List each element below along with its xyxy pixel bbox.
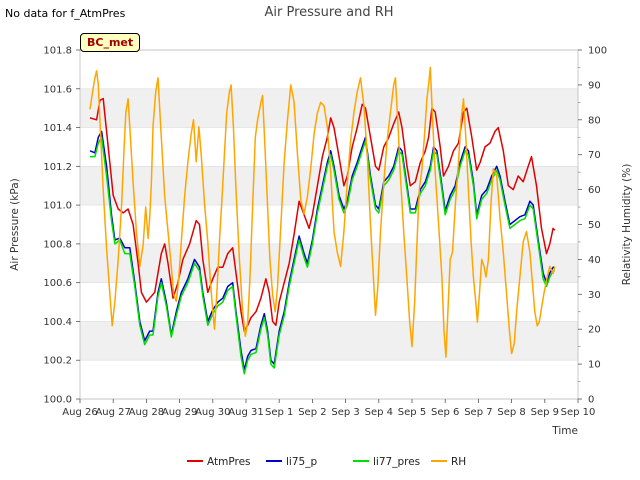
x-tick-label: Sep 5: [398, 407, 426, 418]
legend-label-atmpres: AtmPres: [207, 456, 251, 468]
y-tick-label: 101.4: [43, 123, 72, 134]
y2-tick-label: 30: [588, 290, 601, 301]
x-tick-label: Sep 7: [464, 407, 492, 418]
y-tick-label: 100.0: [43, 395, 72, 406]
no-data-annotation: No data for f_AtmPres: [5, 7, 126, 20]
chart-title: Air Pressure and RH: [264, 5, 393, 20]
x-tick-label: Sep 4: [365, 407, 393, 418]
y2-tick-label: 10: [588, 360, 601, 371]
y2-tick-label: 0: [588, 395, 594, 406]
x-tick-label: Aug 27: [95, 407, 130, 418]
y2-tick-label: 40: [588, 255, 601, 266]
x-tick-label: Sep 10: [561, 407, 596, 418]
x-tick-label: Sep 2: [298, 407, 326, 418]
y2-tick-label: 80: [588, 115, 601, 126]
x-tick-label: Sep 3: [331, 407, 359, 418]
station-label-box: BC_met: [80, 33, 141, 52]
y2-tick-label: 20: [588, 325, 601, 336]
grid-band: [80, 88, 578, 128]
y-tick-label: 100.2: [43, 356, 72, 367]
series-line-rh: [89, 66, 556, 358]
x-tick-label: Sep 6: [431, 407, 459, 418]
x-axis-label: Time: [551, 425, 578, 437]
y2-tick-label: 70: [588, 150, 601, 161]
y-tick-label: 100.8: [43, 239, 72, 250]
series-line-li77_pres: [90, 136, 555, 375]
x-tick-label: Aug 26: [62, 407, 97, 418]
y-tick-label: 100.6: [43, 278, 72, 289]
x-tick-label: Aug 30: [195, 407, 230, 418]
y-tick-label: 101.6: [43, 84, 72, 95]
y2-tick-label: 60: [588, 185, 601, 196]
x-tick-label: Aug 28: [129, 407, 164, 418]
y2-tick-label: 50: [588, 220, 601, 231]
y-tick-label: 101.2: [43, 162, 72, 173]
y-axis-label: Air Pressure (kPa): [9, 178, 21, 271]
x-tick-label: Aug 31: [228, 407, 263, 418]
y2-tick-label: 100: [588, 46, 607, 57]
grid-band: [80, 321, 578, 361]
y2-axis-label: Relativity Humidity (%): [621, 164, 633, 286]
y2-tick-label: 90: [588, 80, 601, 91]
y-tick-label: 101.8: [43, 46, 72, 57]
legend-label-rh: RH: [451, 456, 466, 468]
y-tick-label: 100.4: [43, 317, 72, 328]
series-line-atmpres: [89, 97, 556, 332]
x-tick-label: Sep 1: [265, 407, 293, 418]
y-tick-label: 101.0: [43, 201, 72, 212]
x-tick-label: Aug 29: [162, 407, 197, 418]
x-tick-label: Sep 8: [497, 407, 525, 418]
x-tick-label: Sep 9: [531, 407, 559, 418]
legend-label-li75_p: li75_p: [286, 456, 317, 468]
legend-label-li77_pres: li77_pres: [373, 456, 420, 468]
